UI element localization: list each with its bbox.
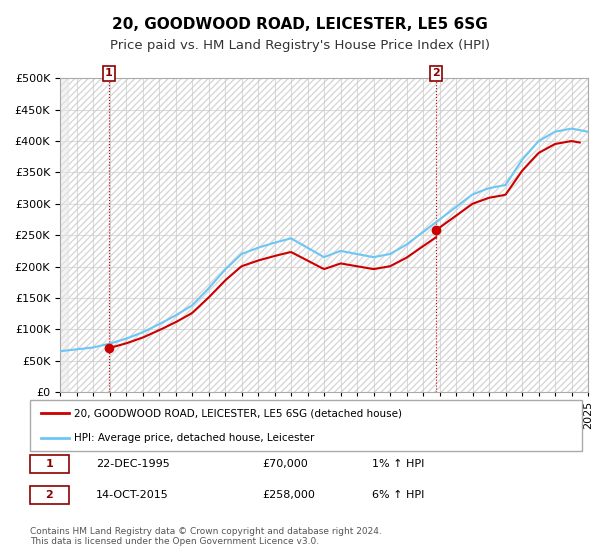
Text: 6% ↑ HPI: 6% ↑ HPI: [372, 490, 425, 500]
Text: £70,000: £70,000: [262, 459, 308, 469]
Text: 1% ↑ HPI: 1% ↑ HPI: [372, 459, 425, 469]
Text: Price paid vs. HM Land Registry's House Price Index (HPI): Price paid vs. HM Land Registry's House …: [110, 39, 490, 52]
FancyBboxPatch shape: [30, 400, 582, 451]
Text: 20, GOODWOOD ROAD, LEICESTER, LE5 6SG: 20, GOODWOOD ROAD, LEICESTER, LE5 6SG: [112, 17, 488, 32]
Text: 14-OCT-2015: 14-OCT-2015: [96, 490, 169, 500]
Text: 22-DEC-1995: 22-DEC-1995: [96, 459, 170, 469]
FancyBboxPatch shape: [30, 486, 68, 504]
Text: 2: 2: [432, 68, 440, 78]
FancyBboxPatch shape: [30, 455, 68, 473]
Text: 20, GOODWOOD ROAD, LEICESTER, LE5 6SG (detached house): 20, GOODWOOD ROAD, LEICESTER, LE5 6SG (d…: [74, 408, 402, 418]
Text: 1: 1: [46, 459, 53, 469]
Text: HPI: Average price, detached house, Leicester: HPI: Average price, detached house, Leic…: [74, 433, 314, 443]
Text: 2: 2: [46, 490, 53, 500]
Text: £258,000: £258,000: [262, 490, 315, 500]
Text: Contains HM Land Registry data © Crown copyright and database right 2024.
This d: Contains HM Land Registry data © Crown c…: [30, 526, 382, 546]
Text: 1: 1: [105, 68, 113, 78]
